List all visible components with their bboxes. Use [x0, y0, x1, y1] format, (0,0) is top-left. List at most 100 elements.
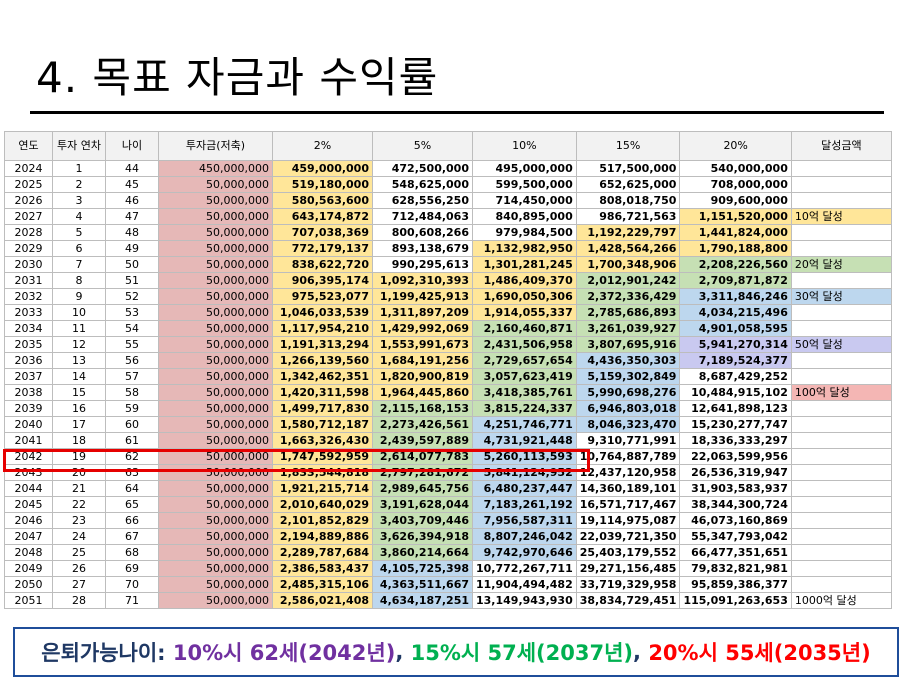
- cell-15pct: 38,834,729,451: [575, 592, 681, 609]
- cell-20pct: 26,536,319,947: [679, 464, 792, 481]
- cell-2pct: 1,420,311,598: [272, 384, 373, 401]
- cell-age: 57: [105, 368, 159, 385]
- cell-15pct: 3,261,039,927: [575, 320, 681, 337]
- cell-age: 67: [105, 528, 159, 545]
- cell-5pct: 2,439,597,889: [372, 432, 473, 449]
- table-row: 2051 28 71 50,000,000 2,586,021,408 4,634,187…: [4, 592, 892, 609]
- col-2pct: 2%: [272, 131, 373, 161]
- cell-investment: 50,000,000: [158, 208, 273, 225]
- cell-20pct: 5,941,270,314: [679, 336, 792, 353]
- table-row: 2024 1 44 450,000,000 459,000,000 472,500,000…: [4, 160, 892, 177]
- cell-5pct: 1,820,900,819: [372, 368, 473, 385]
- cell-achievement: [790, 560, 892, 577]
- cell-year: 2033: [4, 304, 53, 321]
- cell-15pct: 19,114,975,087: [575, 512, 681, 529]
- cell-year: 2047: [4, 528, 53, 545]
- cell-age: 53: [105, 304, 159, 321]
- cell-achievement: [790, 400, 892, 417]
- col-year: 연도: [4, 131, 53, 161]
- cell-5pct: 990,295,613: [372, 256, 473, 273]
- cell-age: 50: [105, 256, 159, 273]
- cell-2pct: 1,191,313,294: [272, 336, 373, 353]
- cell-15pct: 1,428,564,266: [575, 240, 681, 257]
- cell-invest-years: 8: [52, 272, 106, 289]
- table-row: 2034 11 54 50,000,000 1,117,954,210 1,429,992…: [4, 320, 892, 337]
- cell-invest-years: 17: [52, 416, 106, 433]
- cell-20pct: 31,903,583,937: [679, 480, 792, 497]
- cell-invest-years: 24: [52, 528, 106, 545]
- cell-10pct: 6,480,237,447: [472, 480, 577, 497]
- cell-20pct: 2,208,226,560: [679, 256, 792, 273]
- cell-year: 2045: [4, 496, 53, 513]
- cell-10pct: 11,904,494,482: [472, 576, 577, 593]
- cell-invest-years: 9: [52, 288, 106, 305]
- table-row: 2039 16 59 50,000,000 1,499,717,830 2,115,168…: [4, 400, 892, 417]
- cell-investment: 50,000,000: [158, 288, 273, 305]
- table-row: 2033 10 53 50,000,000 1,046,033,539 1,311,897…: [4, 304, 892, 321]
- cell-achievement: [790, 320, 892, 337]
- cell-10pct: 1,301,281,245: [472, 256, 577, 273]
- cell-2pct: 2,010,640,029: [272, 496, 373, 513]
- cell-15pct: 29,271,156,485: [575, 560, 681, 577]
- table-row: 2035 12 55 50,000,000 1,191,313,294 1,553,991…: [4, 336, 892, 353]
- cell-15pct: 652,625,000: [575, 176, 681, 193]
- table-row: 2036 13 56 50,000,000 1,266,139,560 1,684,191…: [4, 352, 892, 369]
- banner-20pct: 20%시 55세(2035년): [648, 641, 871, 665]
- cell-5pct: 1,311,897,209: [372, 304, 473, 321]
- table-row: 2046 23 66 50,000,000 2,101,852,829 3,403,709…: [4, 512, 892, 529]
- cell-achievement: [790, 352, 892, 369]
- table-row: 2025 2 45 50,000,000 519,180,000 548,625,000 5…: [4, 176, 892, 193]
- cell-year: 2039: [4, 400, 53, 417]
- title-underline: [30, 111, 884, 114]
- cell-year: 2030: [4, 256, 53, 273]
- cell-year: 2034: [4, 320, 53, 337]
- cell-15pct: 986,721,563: [575, 208, 681, 225]
- cell-invest-years: 14: [52, 368, 106, 385]
- cell-year: 2041: [4, 432, 53, 449]
- cell-year: 2035: [4, 336, 53, 353]
- cell-5pct: 4,105,725,398: [372, 560, 473, 577]
- cell-2pct: 2,194,889,886: [272, 528, 373, 545]
- cell-20pct: 4,034,215,496: [679, 304, 792, 321]
- cell-10pct: 1,914,055,337: [472, 304, 577, 321]
- cell-year: 2050: [4, 576, 53, 593]
- cell-5pct: 2,989,645,756: [372, 480, 473, 497]
- cell-invest-years: 15: [52, 384, 106, 401]
- cell-15pct: 5,159,302,849: [575, 368, 681, 385]
- cell-20pct: 115,091,263,653: [679, 592, 792, 609]
- cell-investment: 50,000,000: [158, 352, 273, 369]
- cell-10pct: 8,807,246,042: [472, 528, 577, 545]
- cell-invest-years: 23: [52, 512, 106, 529]
- cell-achievement: [790, 528, 892, 545]
- cell-achievement: 1000억 달성: [790, 592, 892, 609]
- table-row: 2045 22 65 50,000,000 2,010,640,029 3,191,628…: [4, 496, 892, 513]
- cell-invest-years: 5: [52, 224, 106, 241]
- col-15pct: 15%: [575, 131, 681, 161]
- cell-15pct: 33,719,329,958: [575, 576, 681, 593]
- cell-20pct: 7,189,524,377: [679, 352, 792, 369]
- table-body: 2024 1 44 450,000,000 459,000,000 472,500,000…: [4, 160, 892, 609]
- table-row: 2027 4 47 50,000,000 643,174,872 712,484,063 8…: [4, 208, 892, 225]
- cell-20pct: 1,441,824,000: [679, 224, 792, 241]
- cell-10pct: 13,149,943,930: [472, 592, 577, 609]
- cell-year: 2032: [4, 288, 53, 305]
- cell-age: 52: [105, 288, 159, 305]
- cell-5pct: 2,797,281,672: [372, 464, 473, 481]
- cell-achievement: [790, 416, 892, 433]
- cell-2pct: 1,046,033,539: [272, 304, 373, 321]
- cell-20pct: 1,790,188,800: [679, 240, 792, 257]
- cell-achievement: [790, 544, 892, 561]
- cell-investment: 50,000,000: [158, 576, 273, 593]
- cell-15pct: 4,436,350,303: [575, 352, 681, 369]
- cell-year: 2044: [4, 480, 53, 497]
- cell-invest-years: 22: [52, 496, 106, 513]
- table-row: 2029 6 49 50,000,000 772,179,137 893,138,679 1…: [4, 240, 892, 257]
- cell-achievement: [790, 448, 892, 465]
- table-row: 2031 8 51 50,000,000 906,395,174 1,092,310,39…: [4, 272, 892, 289]
- cell-age: 45: [105, 176, 159, 193]
- cell-invest-years: 25: [52, 544, 106, 561]
- cell-2pct: 2,586,021,408: [272, 592, 373, 609]
- cell-year: 2027: [4, 208, 53, 225]
- cell-2pct: 707,038,369: [272, 224, 373, 241]
- table-row: 2049 26 69 50,000,000 2,386,583,437 4,105,725…: [4, 560, 892, 577]
